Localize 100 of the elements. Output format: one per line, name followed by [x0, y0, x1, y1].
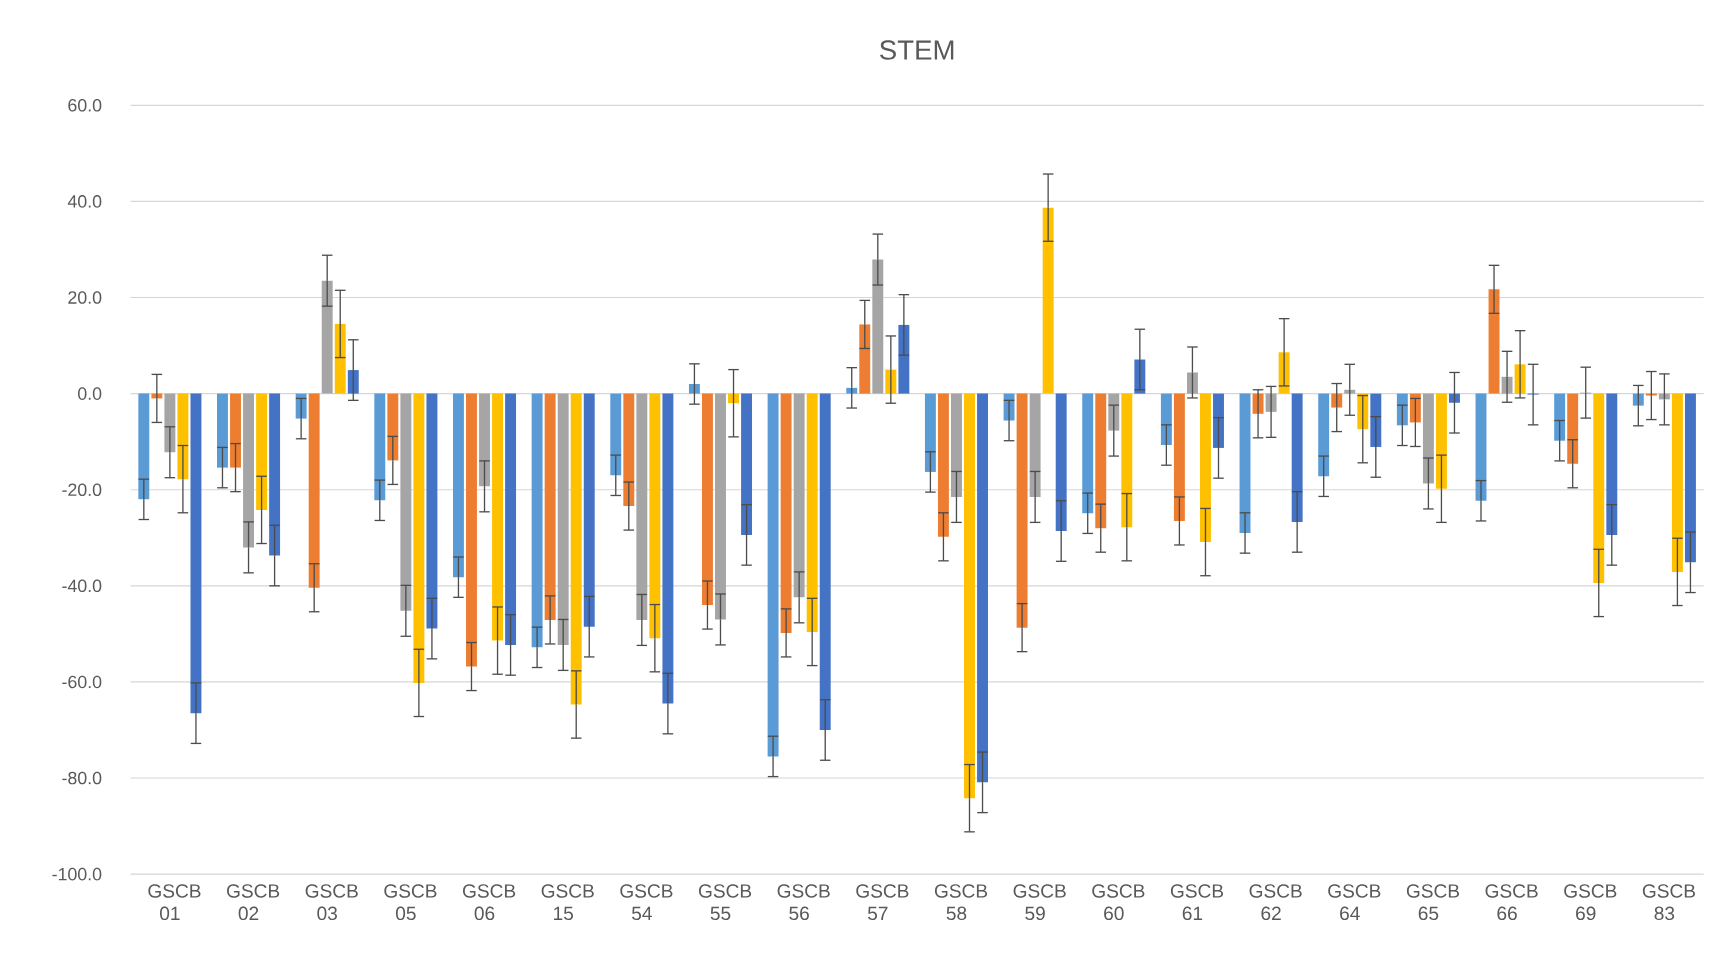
- bar: [138, 393, 150, 500]
- x-tick-label: GSCB 60: [1092, 884, 1145, 921]
- bar: [1016, 393, 1028, 628]
- x-tick-label: GSCB 62: [1249, 884, 1302, 921]
- bar: [1318, 393, 1330, 477]
- y-tick-label: 20.0: [68, 291, 102, 304]
- bar: [1160, 393, 1172, 446]
- x-tick-label: GSCB 05: [384, 884, 437, 921]
- bar: [1606, 393, 1618, 536]
- bar: [819, 393, 831, 731]
- bar: [347, 370, 359, 394]
- bar: [400, 393, 412, 611]
- bar: [951, 393, 962, 498]
- bar: [479, 393, 490, 487]
- bar: [662, 393, 674, 704]
- bar: [793, 393, 805, 598]
- bar: [426, 393, 438, 629]
- bar: [492, 393, 504, 641]
- y-tick-label: -80.0: [62, 771, 102, 785]
- bar: [1095, 393, 1107, 529]
- bar: [623, 393, 635, 507]
- bar: [256, 393, 268, 511]
- x-tick-label: GSCB 15: [541, 884, 594, 921]
- y-tick-label: 60.0: [68, 99, 102, 112]
- bar: [872, 259, 884, 394]
- bar: [977, 393, 988, 783]
- bar: [452, 393, 464, 578]
- bar: [1029, 393, 1041, 498]
- x-tick-label: GSCB 03: [305, 884, 358, 921]
- bar: [741, 393, 753, 536]
- bar: [557, 393, 569, 646]
- bar: [885, 369, 897, 394]
- bar: [505, 393, 517, 646]
- bar: [1449, 393, 1460, 403]
- bar: [334, 324, 346, 394]
- x-tick-label: GSCB 61: [1170, 884, 1224, 921]
- bar: [387, 393, 399, 461]
- x-tick-label: GSCB 02: [227, 884, 280, 921]
- bar: [413, 393, 425, 684]
- bar: [1186, 372, 1198, 394]
- bar: [531, 393, 543, 648]
- bar: [1684, 393, 1696, 563]
- bar: [1422, 393, 1434, 484]
- bar: [583, 393, 595, 627]
- bar: [544, 393, 556, 621]
- bar: [1331, 393, 1343, 408]
- bar: [806, 393, 818, 633]
- bar: [1173, 393, 1185, 522]
- bar: [1055, 393, 1067, 532]
- bar: [230, 393, 241, 468]
- bar: [308, 393, 320, 588]
- bar: [269, 393, 281, 556]
- bar: [1435, 393, 1447, 489]
- bar: [374, 393, 386, 501]
- bar: [1042, 207, 1054, 394]
- bar: [649, 393, 661, 639]
- bar: [190, 393, 202, 714]
- x-tick-label: GSCB 83: [1642, 884, 1695, 921]
- y-tick-label: -40.0: [62, 579, 102, 593]
- bar: [780, 393, 792, 634]
- bar: [964, 393, 975, 799]
- bar: [177, 393, 189, 480]
- bar: [1121, 393, 1133, 528]
- bar: [1671, 393, 1683, 573]
- bar: [466, 393, 477, 667]
- bar: [1567, 393, 1579, 464]
- x-tick-label: GSCB 56: [777, 884, 830, 921]
- bar: [859, 324, 871, 394]
- chart-title: STEM: [879, 40, 954, 60]
- bar: [701, 393, 713, 606]
- x-tick-label: GSCB 59: [1013, 884, 1066, 921]
- bar: [937, 393, 949, 537]
- bar: [321, 280, 333, 394]
- bar: [570, 393, 582, 705]
- bar: [1593, 393, 1605, 584]
- bar: [1344, 389, 1356, 394]
- bar: [1200, 393, 1211, 543]
- x-tick-label: GSCB 66: [1485, 884, 1538, 921]
- bar: [610, 393, 622, 476]
- y-tick-label: -20.0: [62, 483, 102, 497]
- x-tick-label: GSCB 01: [148, 884, 201, 921]
- y-tick-label: 40.0: [67, 195, 102, 208]
- x-tick-label: GSCB 65: [1406, 884, 1460, 921]
- bar: [1475, 393, 1487, 501]
- bar: [217, 393, 228, 468]
- bar: [1291, 393, 1303, 523]
- bar: [636, 393, 648, 621]
- y-tick-label: 0.0: [78, 387, 102, 401]
- x-tick-label: GSCB 64: [1328, 884, 1381, 921]
- bar: [243, 393, 254, 548]
- y-tick-label: -100.0: [52, 867, 102, 881]
- bar: [1632, 393, 1644, 406]
- bar: [1082, 393, 1094, 514]
- y-tick-label: -60.0: [62, 675, 102, 689]
- x-tick-label: GSCB 06: [463, 884, 516, 921]
- x-tick-label: GSCB 57: [856, 884, 909, 921]
- bar: [1239, 393, 1251, 534]
- bar: [924, 393, 936, 473]
- x-tick-label: GSCB 69: [1564, 884, 1617, 921]
- bar: [846, 387, 858, 394]
